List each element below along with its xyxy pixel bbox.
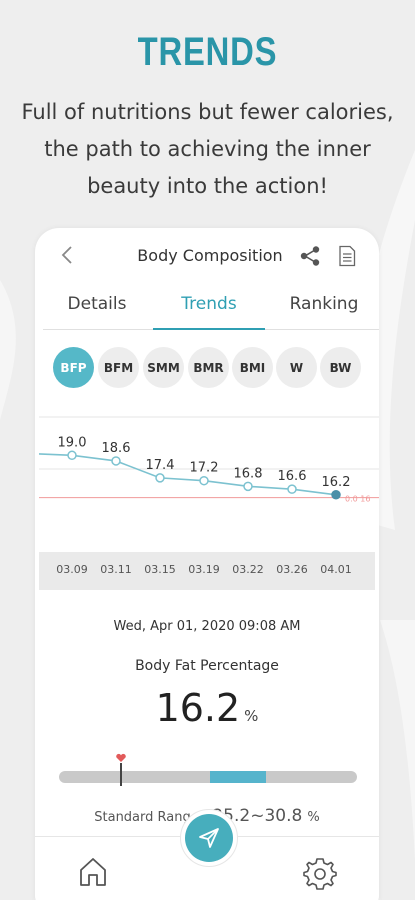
tab-trends[interactable]: Trends [153, 294, 265, 330]
home-icon[interactable] [78, 856, 108, 888]
standard-range: Standard Range : 25.2~30.8 % [35, 806, 379, 826]
data-label: 19.0 [58, 435, 87, 450]
metric-value-group: 16.2% [35, 686, 379, 730]
heart-marker-icon [115, 753, 126, 786]
reference-line-label: 0.0 16 [345, 495, 370, 504]
data-point [331, 490, 341, 500]
page-title: Body Composition [137, 246, 283, 265]
tab-details[interactable]: Details [67, 294, 127, 314]
data-label: 16.6 [278, 469, 307, 484]
data-label: 16.2 [322, 475, 351, 490]
chip-bmr[interactable]: BMR [188, 347, 229, 388]
date-label: 03.09 [56, 563, 88, 576]
tab-ranking[interactable]: Ranking [289, 294, 359, 314]
date-label: 03.15 [144, 563, 176, 576]
date-label: 03.22 [232, 563, 264, 576]
metric-chips: BFP BFM SMM BMR BMI W BW [53, 347, 373, 391]
tab-bar: Details Trends Ranking [43, 288, 379, 330]
data-point [67, 450, 77, 461]
trend-chart: 0.0 16 19.0 18.6 17.4 17.2 16.8 16.6 16.2 [39, 416, 379, 504]
promo-subtext: Full of nutritions but fewer calories, t… [21, 100, 394, 198]
chip-bfm[interactable]: BFM [98, 347, 139, 388]
chip-bfp[interactable]: BFP [53, 347, 94, 388]
date-axis: 03.09 03.11 03.15 03.19 03.22 03.26 04.01 [39, 552, 375, 590]
standard-range-fill [209, 771, 266, 783]
chip-w[interactable]: W [276, 347, 317, 388]
date-label: 03.26 [276, 563, 308, 576]
data-point [155, 473, 165, 483]
back-arrow-icon[interactable] [57, 244, 79, 266]
chip-bmi[interactable]: BMI [232, 347, 273, 388]
center-action-inner [185, 814, 233, 862]
gear-icon[interactable] [303, 856, 337, 890]
share-icon[interactable] [299, 245, 321, 267]
standard-range-value: 25.2~30.8 [212, 806, 303, 826]
center-action-button[interactable] [180, 809, 238, 867]
data-point [287, 484, 297, 494]
metric-unit: % [244, 707, 259, 725]
date-label: 03.19 [188, 563, 220, 576]
date-label: 04.01 [320, 563, 352, 576]
data-point [199, 475, 209, 486]
series-line [39, 453, 337, 496]
chip-smm[interactable]: SMM [143, 347, 184, 388]
document-icon[interactable] [337, 245, 357, 267]
measurement-timestamp: Wed, Apr 01, 2020 09:08 AM [113, 619, 301, 634]
phone-screen: Body Composition Details Trends Ranking … [35, 228, 379, 900]
metric-name: Body Fat Percentage [135, 658, 279, 674]
range-bar [59, 771, 357, 783]
data-point [111, 456, 121, 466]
send-icon [199, 828, 219, 848]
data-label: 16.8 [234, 466, 263, 481]
promo-headline: TRENDS [137, 30, 278, 74]
chip-bw[interactable]: BW [320, 347, 361, 388]
date-label: 03.11 [100, 563, 132, 576]
data-point [243, 481, 253, 492]
bottom-nav [35, 809, 379, 900]
standard-range-label: Standard Range : [94, 810, 208, 825]
top-bar: Body Composition [35, 228, 379, 284]
data-label: 18.6 [102, 441, 131, 456]
data-label: 17.2 [190, 461, 219, 476]
data-label: 17.4 [146, 458, 175, 473]
standard-range-unit: % [307, 810, 320, 825]
metric-value: 16.2 [155, 686, 241, 730]
